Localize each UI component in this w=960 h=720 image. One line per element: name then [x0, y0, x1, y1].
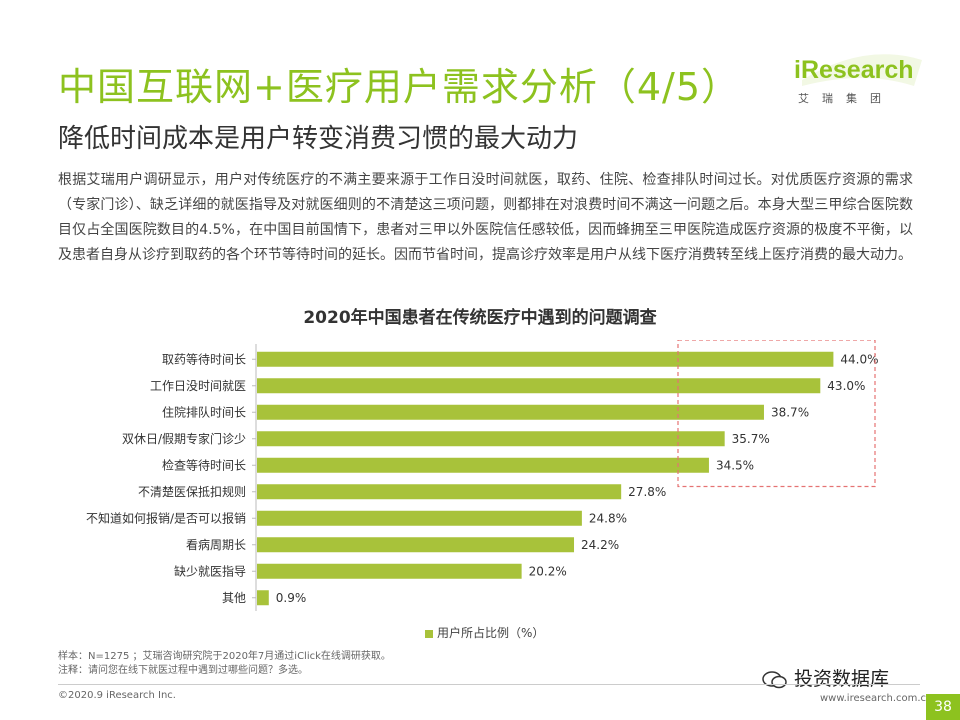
- category-label: 看病周期长: [186, 537, 246, 552]
- logo-swoosh-icon: [802, 54, 922, 86]
- category-label: 不知道如何报销/是否可以报销: [86, 510, 246, 525]
- bar: [257, 351, 834, 367]
- category-label: 检查等待时间长: [162, 457, 246, 472]
- bar: [257, 510, 582, 526]
- category-label: 双休日/假期专家门诊少: [122, 431, 246, 446]
- logo-text: iResearch: [794, 56, 914, 84]
- bar: [257, 537, 575, 553]
- data-label: 44.0%: [840, 352, 878, 366]
- bar: [257, 404, 764, 420]
- data-label: 35.7%: [732, 432, 770, 446]
- highlight-box: [677, 340, 876, 488]
- website: www.iresearch.com.cn: [820, 693, 933, 704]
- watermark: 投资数据库: [762, 664, 889, 691]
- data-label: 34.5%: [716, 458, 754, 472]
- data-label: 24.8%: [589, 511, 627, 525]
- category-label: 其他: [222, 591, 246, 605]
- bar: [257, 457, 709, 473]
- data-label: 27.8%: [628, 485, 666, 499]
- chart-legend: 用户所占比例（%）: [425, 624, 544, 641]
- bar: [257, 484, 622, 500]
- footer-divider: [58, 684, 920, 685]
- watermark-text: 投资数据库: [794, 668, 890, 690]
- notes: 样本：N=1275 ；艾瑞咨询研究院于2020年7月通过iClick在线调研获取…: [58, 650, 391, 678]
- page-number: 38: [926, 694, 960, 720]
- question-note: 注释：请问您在线下就医过程中遇到过哪些问题？多选。: [58, 665, 308, 676]
- bar: [257, 563, 522, 579]
- category-label: 不清楚医保抵扣规则: [138, 484, 246, 499]
- legend-label: 用户所占比例（%）: [437, 626, 545, 640]
- legend-swatch: [425, 629, 433, 638]
- category-label: 取药等待时间长: [162, 352, 246, 366]
- copyright: ©2020.9 iResearch Inc.: [58, 690, 176, 701]
- category-label: 工作日没时间就医: [150, 378, 246, 393]
- intro-paragraph: 根据艾瑞用户调研显示，用户对传统医疗的不满主要来源于工作日没时间就医，取药、住院…: [58, 172, 913, 263]
- page-subtitle: 降低时间成本是用户转变消费习惯的最大动力: [58, 124, 579, 154]
- logo-subtext: 艾瑞集团: [798, 92, 894, 105]
- data-label: 0.9%: [276, 591, 307, 605]
- category-label: 缺少就医指导: [174, 563, 246, 578]
- page-title: 中国互联网+医疗用户需求分析（4/5）: [58, 65, 740, 109]
- bar: [257, 378, 821, 394]
- chart-title: 2020年中国患者在传统医疗中遇到的问题调查: [303, 308, 657, 328]
- data-label: 38.7%: [771, 405, 809, 419]
- data-label: 20.2%: [529, 564, 567, 578]
- data-label: 24.2%: [581, 538, 619, 552]
- iresearch-logo: iResearch 艾瑞集团: [794, 50, 924, 110]
- sample-note: 样本：N=1275 ；艾瑞咨询研究院于2020年7月通过iClick在线调研获取…: [58, 651, 391, 662]
- category-label: 住院排队时间长: [162, 404, 246, 419]
- bar: [257, 431, 725, 447]
- data-label: 43.0%: [827, 379, 865, 393]
- bar: [257, 590, 269, 606]
- wechat-icon: [762, 670, 787, 688]
- bar-chart: 取药等待时间长 44.0% 工作日没时间就医 43.0% 住院排队时间长 38.7% 双休日…: [86, 340, 879, 611]
